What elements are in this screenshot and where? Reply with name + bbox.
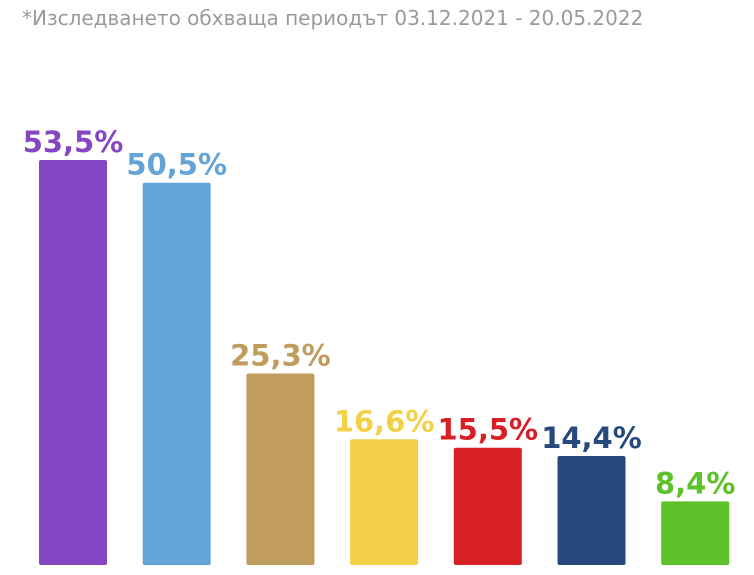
bar-7 [661, 501, 730, 565]
bar-value-label-4: 16,6% [334, 404, 435, 438]
bar-value-label-3: 25,3% [230, 339, 331, 373]
bar-value-label-7: 8,4% [655, 466, 735, 500]
bar-value-label-2: 50,5% [126, 148, 227, 182]
bar-value-label-6: 14,4% [541, 421, 642, 455]
bar-6 [557, 456, 626, 565]
bars-group [39, 160, 730, 565]
value-labels-group: 53,5%50,5% 25,3%16,6% 15,5% 14,4% 8,4% [23, 125, 736, 500]
bar-5 [453, 447, 522, 565]
bar-3 [246, 373, 315, 565]
bar-value-label-5: 15,5% [437, 413, 538, 447]
bar-1 [39, 160, 107, 565]
period-note: *Изследването обхваща периодът 03.12.202… [22, 6, 644, 30]
bar-value-label-1: 53,5% [23, 125, 124, 159]
bar-2 [142, 182, 211, 565]
bar-4 [350, 439, 419, 565]
